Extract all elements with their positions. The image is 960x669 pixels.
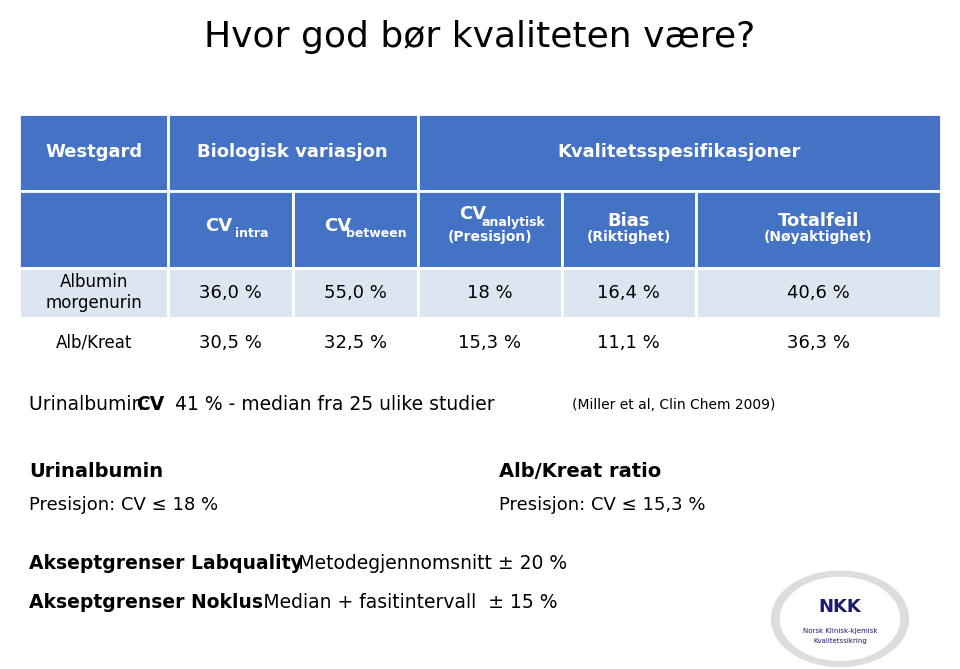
Text: 18 %: 18 %: [467, 284, 513, 302]
Bar: [293, 191, 418, 268]
Text: 41 % - median fra 25 ulike studier: 41 % - median fra 25 ulike studier: [169, 395, 500, 414]
Text: Alb/Kreat ratio: Alb/Kreat ratio: [499, 462, 661, 481]
Text: CV: CV: [136, 395, 164, 414]
Text: 36,0 %: 36,0 %: [199, 284, 262, 302]
Text: CV: CV: [324, 217, 351, 235]
Text: between: between: [346, 227, 407, 240]
Bar: [168, 318, 293, 368]
Text: Alb/Kreat: Alb/Kreat: [56, 334, 132, 352]
Bar: [696, 191, 941, 268]
Bar: [19, 318, 168, 368]
Text: Totalfeil: Totalfeil: [778, 212, 859, 230]
Text: (Presisjon): (Presisjon): [447, 230, 532, 244]
Bar: [168, 114, 418, 191]
Circle shape: [772, 571, 908, 666]
Text: 55,0 %: 55,0 %: [324, 284, 387, 302]
Bar: [293, 318, 418, 368]
Text: Urinalbumin: Urinalbumin: [29, 462, 163, 481]
Bar: [418, 191, 562, 268]
Bar: [418, 268, 562, 318]
Text: CV: CV: [459, 205, 486, 223]
Bar: [418, 318, 562, 368]
Text: 16,4 %: 16,4 %: [597, 284, 660, 302]
Text: NKK: NKK: [819, 598, 861, 615]
Bar: [19, 191, 168, 268]
Bar: [562, 268, 696, 318]
Text: Bias: Bias: [608, 212, 650, 230]
Text: 15,3 %: 15,3 %: [458, 334, 521, 352]
Text: Kvalitetsspesifikasjoner: Kvalitetsspesifikasjoner: [558, 143, 801, 161]
Text: Urinalbumin:: Urinalbumin:: [29, 395, 156, 414]
Text: (Nøyaktighet): (Nøyaktighet): [764, 230, 873, 244]
Bar: [562, 318, 696, 368]
Text: CV: CV: [205, 217, 232, 235]
Text: Biologisk variasjon: Biologisk variasjon: [198, 143, 388, 161]
Text: Albumin
morgenurin: Albumin morgenurin: [45, 274, 142, 312]
Text: 30,5 %: 30,5 %: [199, 334, 262, 352]
Bar: [168, 191, 293, 268]
Text: 32,5 %: 32,5 %: [324, 334, 387, 352]
Bar: [19, 114, 168, 191]
Text: (Miller et al, Clin Chem 2009): (Miller et al, Clin Chem 2009): [572, 398, 776, 411]
Text: :  Median + fasitintervall  ± 15 %: : Median + fasitintervall ± 15 %: [245, 593, 558, 611]
Circle shape: [780, 577, 900, 660]
Text: 40,6 %: 40,6 %: [787, 284, 850, 302]
Text: Kvalitetssikring: Kvalitetssikring: [813, 638, 867, 644]
Bar: [696, 318, 941, 368]
Text: Presisjon: CV ≤ 15,3 %: Presisjon: CV ≤ 15,3 %: [499, 496, 706, 514]
Bar: [19, 268, 168, 318]
Bar: [418, 114, 941, 191]
Bar: [562, 191, 696, 268]
Text: Akseptgrenser Labquality: Akseptgrenser Labquality: [29, 554, 302, 573]
Text: Hvor god bør kvaliteten være?: Hvor god bør kvaliteten være?: [204, 20, 756, 54]
Bar: [696, 268, 941, 318]
Text: intra: intra: [235, 227, 268, 240]
Text: (Riktighet): (Riktighet): [587, 230, 671, 244]
Text: analytisk: analytisk: [482, 216, 545, 229]
Text: Westgard: Westgard: [45, 143, 142, 161]
Text: Norsk Klinisk-kjemisk: Norsk Klinisk-kjemisk: [803, 628, 877, 634]
Text: : Metodegjennomsnitt ± 20 %: : Metodegjennomsnitt ± 20 %: [286, 554, 567, 573]
Text: Akseptgrenser Noklus: Akseptgrenser Noklus: [29, 593, 263, 611]
Text: 11,1 %: 11,1 %: [597, 334, 660, 352]
Bar: [168, 268, 293, 318]
Text: Presisjon: CV ≤ 18 %: Presisjon: CV ≤ 18 %: [29, 496, 218, 514]
Bar: [293, 268, 418, 318]
Text: 36,3 %: 36,3 %: [787, 334, 850, 352]
